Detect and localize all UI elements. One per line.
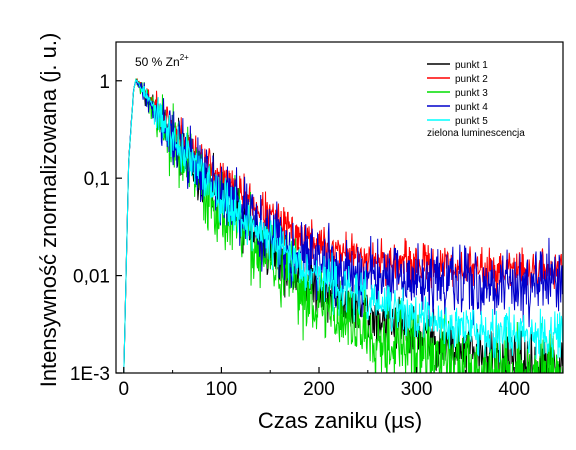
y-tick-label: 0,1 bbox=[84, 169, 110, 190]
x-tick-label: 100 bbox=[206, 379, 238, 400]
x-axis-label-unit: µs bbox=[391, 408, 415, 433]
x-axis-label-close: ) bbox=[415, 408, 422, 433]
plot-frame bbox=[115, 41, 564, 374]
legend-label: punkt 4 bbox=[455, 102, 488, 113]
x-axis-label-main: Czas zaniku ( bbox=[258, 408, 392, 433]
annotation-superscript: 2+ bbox=[180, 53, 189, 62]
y-tick-label: 0,01 bbox=[73, 267, 110, 288]
x-tick-label: 200 bbox=[303, 379, 335, 400]
annotation-prefix: 50 % Zn bbox=[135, 55, 180, 69]
y-axis-label: Intensywność znormalizowana (j. u.) bbox=[36, 33, 61, 388]
legend: punkt 1 punkt 2 punkt 3 punkt 4 punkt 5 bbox=[427, 60, 488, 127]
x-axis-label: Czas zaniku (µs) bbox=[258, 408, 422, 433]
y-tick-label: 1E-3 bbox=[70, 364, 110, 385]
legend-label: punkt 5 bbox=[455, 116, 488, 127]
annotation: 50 % Zn2+ bbox=[135, 53, 189, 69]
x-tick-label: 0 bbox=[119, 379, 130, 400]
ticks-layer: 0 100 200 300 400 1E-3 0,01 0,1 1 bbox=[70, 72, 530, 400]
x-tick-label: 300 bbox=[401, 379, 433, 400]
legend-label: punkt 1 bbox=[455, 60, 488, 71]
series-line bbox=[123, 78, 563, 373]
series-layer bbox=[123, 77, 563, 373]
legend-label: punkt 3 bbox=[455, 88, 488, 99]
legend-note: zielona luminescencja bbox=[427, 128, 525, 139]
y-tick-label: 1 bbox=[99, 72, 110, 93]
legend-label: punkt 2 bbox=[455, 74, 488, 85]
x-tick-label: 400 bbox=[498, 379, 530, 400]
